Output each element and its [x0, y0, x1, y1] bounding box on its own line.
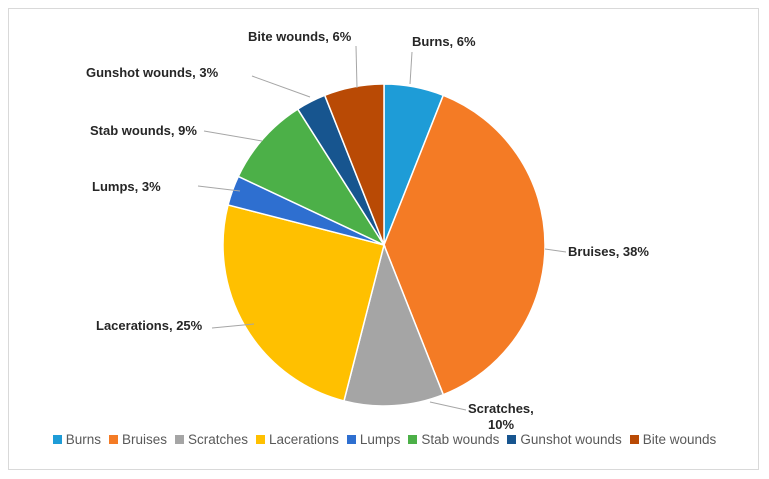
legend-item-gunshot-wounds: Gunshot wounds — [507, 432, 622, 447]
data-label-burns: Burns, 6% — [412, 34, 476, 49]
legend-swatch — [346, 435, 356, 444]
legend-swatch — [175, 435, 184, 444]
legend-item-lumps: Lumps — [346, 432, 401, 447]
legend-label: Gunshot wounds — [520, 432, 622, 447]
legend-swatch — [256, 435, 266, 444]
leader-line — [544, 248, 567, 253]
leader-line — [251, 75, 311, 98]
data-label-scratches: Scratches, 10% — [468, 401, 534, 430]
legend-item-scratches: Scratches — [175, 432, 248, 447]
legend-label: Burns — [65, 432, 101, 447]
data-label-bruises: Bruises, 38% — [568, 244, 649, 259]
legend-swatch — [629, 435, 639, 444]
legend-item-lacerations: Lacerations — [256, 432, 339, 447]
data-label-lacerations: Lacerations, 25% — [96, 318, 203, 333]
data-labels: Burns, 6% Bruises, 38% Scratches, 10% Lacera… — [86, 29, 649, 430]
data-label-stab-wounds: Stab wounds, 9% — [90, 123, 197, 138]
legend: Burns Bruises Scratches Lacerations Lumps Sta… — [0, 432, 769, 447]
leader-line — [355, 45, 358, 89]
leader-lines — [197, 45, 567, 411]
pie-slice-scratches — [343, 242, 445, 407]
leader-line — [197, 185, 241, 192]
pie-slices — [222, 83, 546, 407]
pie-slice-bruises — [383, 94, 546, 396]
pie-slice-stab-wounds — [237, 108, 387, 247]
legend-swatch — [52, 435, 62, 444]
legend-item-burns: Burns — [52, 432, 101, 447]
legend-label: Scratches — [188, 432, 249, 447]
legend-item-stab-wounds: Stab wounds — [408, 432, 499, 447]
pie-slice-bite-wounds — [323, 83, 385, 246]
legend-label: Stab wounds — [421, 432, 500, 447]
legend-swatch — [507, 435, 517, 444]
data-label-bite-wounds: Bite wounds, 6% — [248, 29, 352, 44]
legend-label: Lacerations — [269, 432, 339, 447]
leader-line — [409, 51, 413, 85]
leader-line — [429, 401, 467, 411]
legend-label: Bite wounds — [642, 432, 717, 447]
legend-item-bite-wounds: Bite wounds — [629, 432, 717, 447]
leader-line — [211, 323, 255, 329]
pie-slice-lacerations — [222, 204, 385, 402]
legend-item-bruises: Bruises — [108, 432, 167, 447]
legend-swatch — [408, 435, 418, 444]
pie-chart: Burns, 6% Bruises, 38% Scratches, 10% Lacera… — [86, 29, 649, 430]
legend-label: Bruises — [121, 432, 167, 447]
data-label-lumps: Lumps, 3% — [92, 179, 161, 194]
leader-line — [203, 130, 263, 142]
data-label-gunshot-wounds: Gunshot wounds, 3% — [86, 65, 219, 80]
legend-swatch — [108, 435, 118, 444]
legend-label: Lumps — [359, 432, 401, 447]
